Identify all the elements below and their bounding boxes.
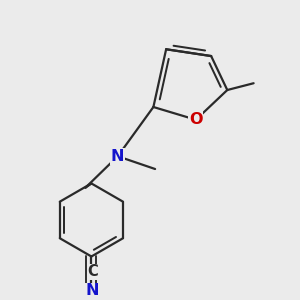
Text: N: N [111, 149, 124, 164]
Text: N: N [86, 284, 99, 298]
Text: C: C [87, 264, 98, 279]
Text: O: O [189, 112, 202, 127]
